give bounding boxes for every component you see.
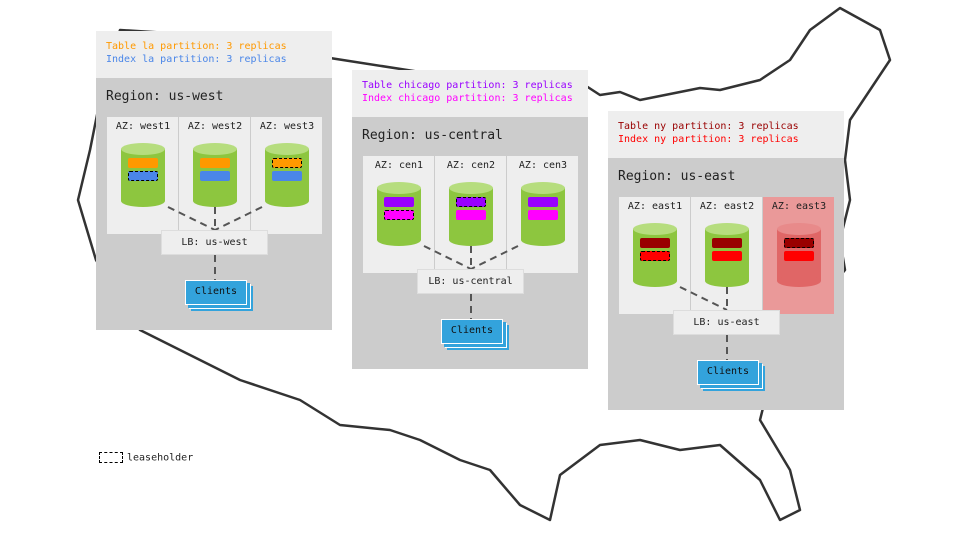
legend: leaseholder [99,452,193,464]
index-replica [712,251,742,261]
az-label: AZ: east2 [699,201,755,212]
load-balancer[interactable]: LB: us-east [673,310,780,335]
az-label: AZ: west2 [187,121,243,132]
table-partition-label: Table ny partition: 3 replicas [618,121,799,132]
table-replica [784,238,814,248]
index-partition-label: Index la partition: 3 replicas [106,54,287,65]
connection-lines [679,286,728,360]
index-replica [200,171,230,181]
connection-lines [423,245,519,319]
index-replica [456,210,486,220]
table-partition-label: Table la partition: 3 replicas [106,41,287,52]
table-replica [712,238,742,248]
index-replica [128,171,158,181]
table-replica [640,238,670,248]
az-2: AZ: cen2 [435,156,507,273]
az-label: AZ: east1 [627,201,683,212]
index-replica [272,171,302,181]
table-replica [272,158,302,168]
az-1: AZ: cen1 [363,156,435,273]
table-replica [528,197,558,207]
table-replica [128,158,158,168]
index-replica [784,251,814,261]
az-3: AZ: west3 [251,117,323,234]
az-label: AZ: west1 [115,121,171,132]
index-replica [528,210,558,220]
az-label: AZ: cen1 [374,160,424,171]
partition-info: Table chicago partition: 3 replicas Inde… [352,70,588,117]
az-row: AZ: east1 AZ: east2 AZ: east3 [619,197,835,314]
az-label: AZ: cen3 [518,160,568,171]
region-title: Region: us-central [362,128,503,143]
table-partition-label: Table chicago partition: 3 replicas [362,80,573,91]
clients[interactable]: Clients [441,319,503,344]
connection-lines [167,206,263,280]
az-row: AZ: cen1 AZ: cen2 AZ: cen3 [363,156,579,273]
index-partition-label: Index chicago partition: 3 replicas [362,93,573,104]
region-us-east: Table ny partition: 3 replicas Index ny … [608,111,844,410]
clients[interactable]: Clients [185,280,247,305]
index-partition-label: Index ny partition: 3 replicas [618,134,799,145]
table-replica [456,197,486,207]
region-title: Region: us-west [106,89,224,104]
az-label: AZ: cen2 [446,160,496,171]
clients[interactable]: Clients [697,360,759,385]
az-3: AZ: cen3 [507,156,579,273]
az-2: AZ: east2 [691,197,763,314]
table-replica [200,158,230,168]
load-balancer[interactable]: LB: us-west [161,230,268,255]
partition-info: Table ny partition: 3 replicas Index ny … [608,111,844,158]
index-replica [384,210,414,220]
az-1: AZ: west1 [107,117,179,234]
legend-label: leaseholder [127,452,194,464]
region-us-central: Table chicago partition: 3 replicas Inde… [352,70,588,369]
az-1: AZ: east1 [619,197,691,314]
table-replica [384,197,414,207]
az-row: AZ: west1 AZ: west2 AZ: west3 [107,117,323,234]
load-balancer[interactable]: LB: us-central [417,269,524,294]
leaseholder-legend-swatch [99,452,123,463]
index-replica [640,251,670,261]
az-3: AZ: east3 [763,197,835,314]
partition-info: Table la partition: 3 replicas Index la … [96,31,332,78]
az-label: AZ: west3 [259,121,315,132]
region-title: Region: us-east [618,169,736,184]
az-2: AZ: west2 [179,117,251,234]
region-us-west: Table la partition: 3 replicas Index la … [96,31,332,330]
az-label: AZ: east3 [771,201,827,212]
